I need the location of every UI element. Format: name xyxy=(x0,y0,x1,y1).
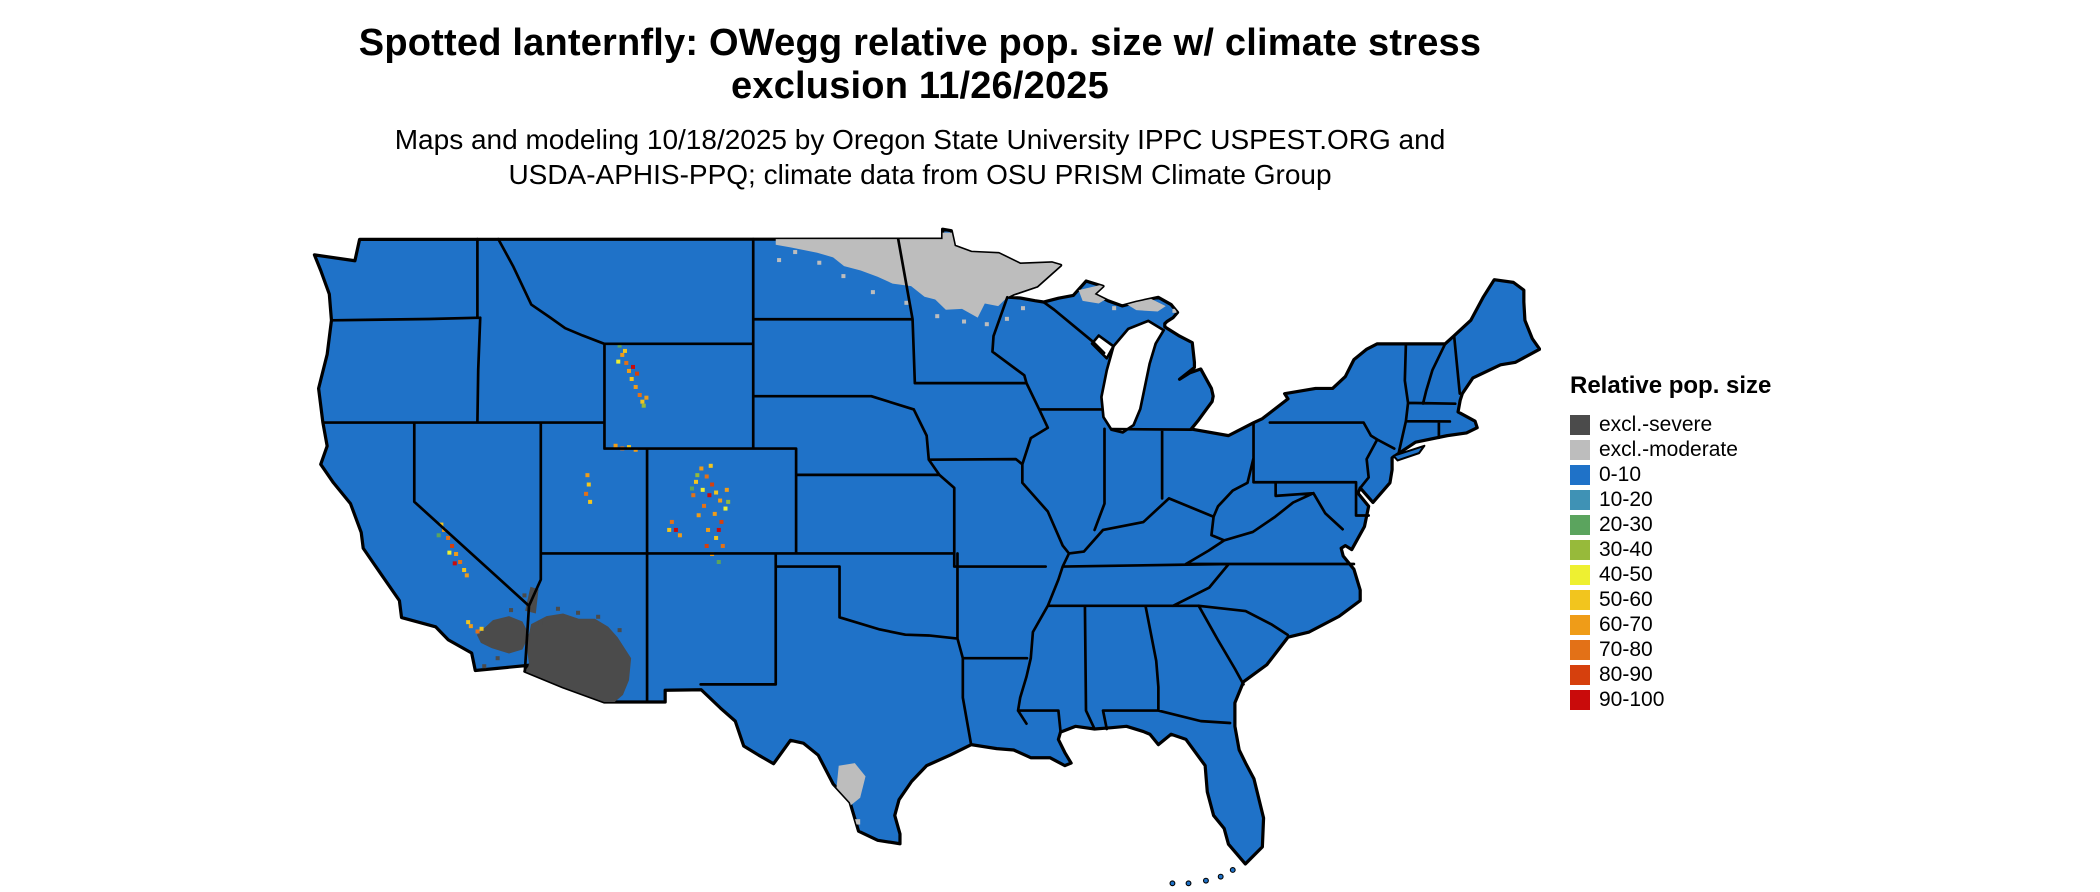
legend-item: 30-40 xyxy=(1570,537,1771,562)
legend-swatch xyxy=(1570,439,1590,460)
legend-item-label: 10-20 xyxy=(1599,487,1653,511)
legend-item-label: 80-90 xyxy=(1599,662,1653,686)
exclusion-severe-speckles xyxy=(482,593,622,669)
legend-item-label: 40-50 xyxy=(1599,562,1653,586)
legend-title: Relative pop. size xyxy=(1570,372,1772,399)
legend-item: 70-80 xyxy=(1570,637,1771,662)
legend-item: 20-30 xyxy=(1570,512,1771,537)
legend-item-label: 20-30 xyxy=(1599,512,1653,536)
legend-item: 10-20 xyxy=(1570,487,1771,512)
exclusion-severe-california-desert xyxy=(476,616,530,654)
legend-item: excl.-severe xyxy=(1570,412,1771,437)
figure-title: Spotted lanternfly: OWegg relative pop. … xyxy=(320,22,1520,108)
legend-swatch xyxy=(1570,614,1590,635)
legend-item: 80-90 xyxy=(1570,662,1771,687)
legend-item: 40-50 xyxy=(1570,562,1771,587)
exclusion-overlays xyxy=(436,232,1177,825)
figure-subtitle: Maps and modeling 10/18/2025 by Oregon S… xyxy=(320,122,1520,192)
exclusion-moderate-north-band xyxy=(775,232,1066,318)
legend-swatch xyxy=(1570,489,1590,510)
florida-keys xyxy=(1169,867,1236,887)
legend-item: 0-10 xyxy=(1570,462,1771,487)
figure-subtitle-line1: Maps and modeling 10/18/2025 by Oregon S… xyxy=(394,124,1446,155)
legend-swatch xyxy=(1570,664,1590,685)
legend-swatch xyxy=(1570,414,1590,435)
conus-land xyxy=(312,227,1541,866)
exclusion-moderate-speckles xyxy=(777,250,1177,825)
green-bay xyxy=(1090,334,1115,360)
legend-item-label: 50-60 xyxy=(1599,587,1653,611)
lake-michigan xyxy=(1100,319,1166,434)
legend: Relative pop. size excl.-severe excl.-mo… xyxy=(1570,372,1771,712)
legend-swatch xyxy=(1570,639,1590,660)
conus-map xyxy=(312,227,1541,887)
figure-title-line2: exclusion 11/26/2025 xyxy=(731,65,1109,107)
legend-item-label: excl.-severe xyxy=(1599,412,1713,436)
legend-swatch xyxy=(1570,689,1590,710)
figure-subtitle-line2: USDA-APHIS-PPQ; climate data from OSU PR… xyxy=(508,159,1332,190)
legend-swatch xyxy=(1570,514,1590,535)
legend-swatch xyxy=(1570,589,1590,610)
figure-title-line1: Spotted lanternfly: OWegg relative pop. … xyxy=(358,22,1482,64)
long-island xyxy=(1392,444,1426,462)
population-patches xyxy=(436,343,731,634)
legend-item-label: 90-100 xyxy=(1599,687,1665,711)
legend-swatch xyxy=(1570,564,1590,585)
legend-item-label: 60-70 xyxy=(1599,612,1653,636)
legend-item-label: 0-10 xyxy=(1599,462,1642,486)
legend-item-label: 70-80 xyxy=(1599,637,1653,661)
legend-swatch xyxy=(1570,539,1590,560)
legend-item: 50-60 xyxy=(1570,587,1771,612)
legend-rows: excl.-severe excl.-moderate 0-10 10-20 2… xyxy=(1570,412,1771,712)
legend-item: 90-100 xyxy=(1570,687,1771,712)
legend-item: excl.-moderate xyxy=(1570,437,1771,462)
state-borders xyxy=(321,237,1462,746)
legend-item-label: 30-40 xyxy=(1599,537,1653,561)
legend-swatch xyxy=(1570,464,1590,485)
legend-item: 60-70 xyxy=(1570,612,1771,637)
legend-item-label: excl.-moderate xyxy=(1599,437,1738,461)
